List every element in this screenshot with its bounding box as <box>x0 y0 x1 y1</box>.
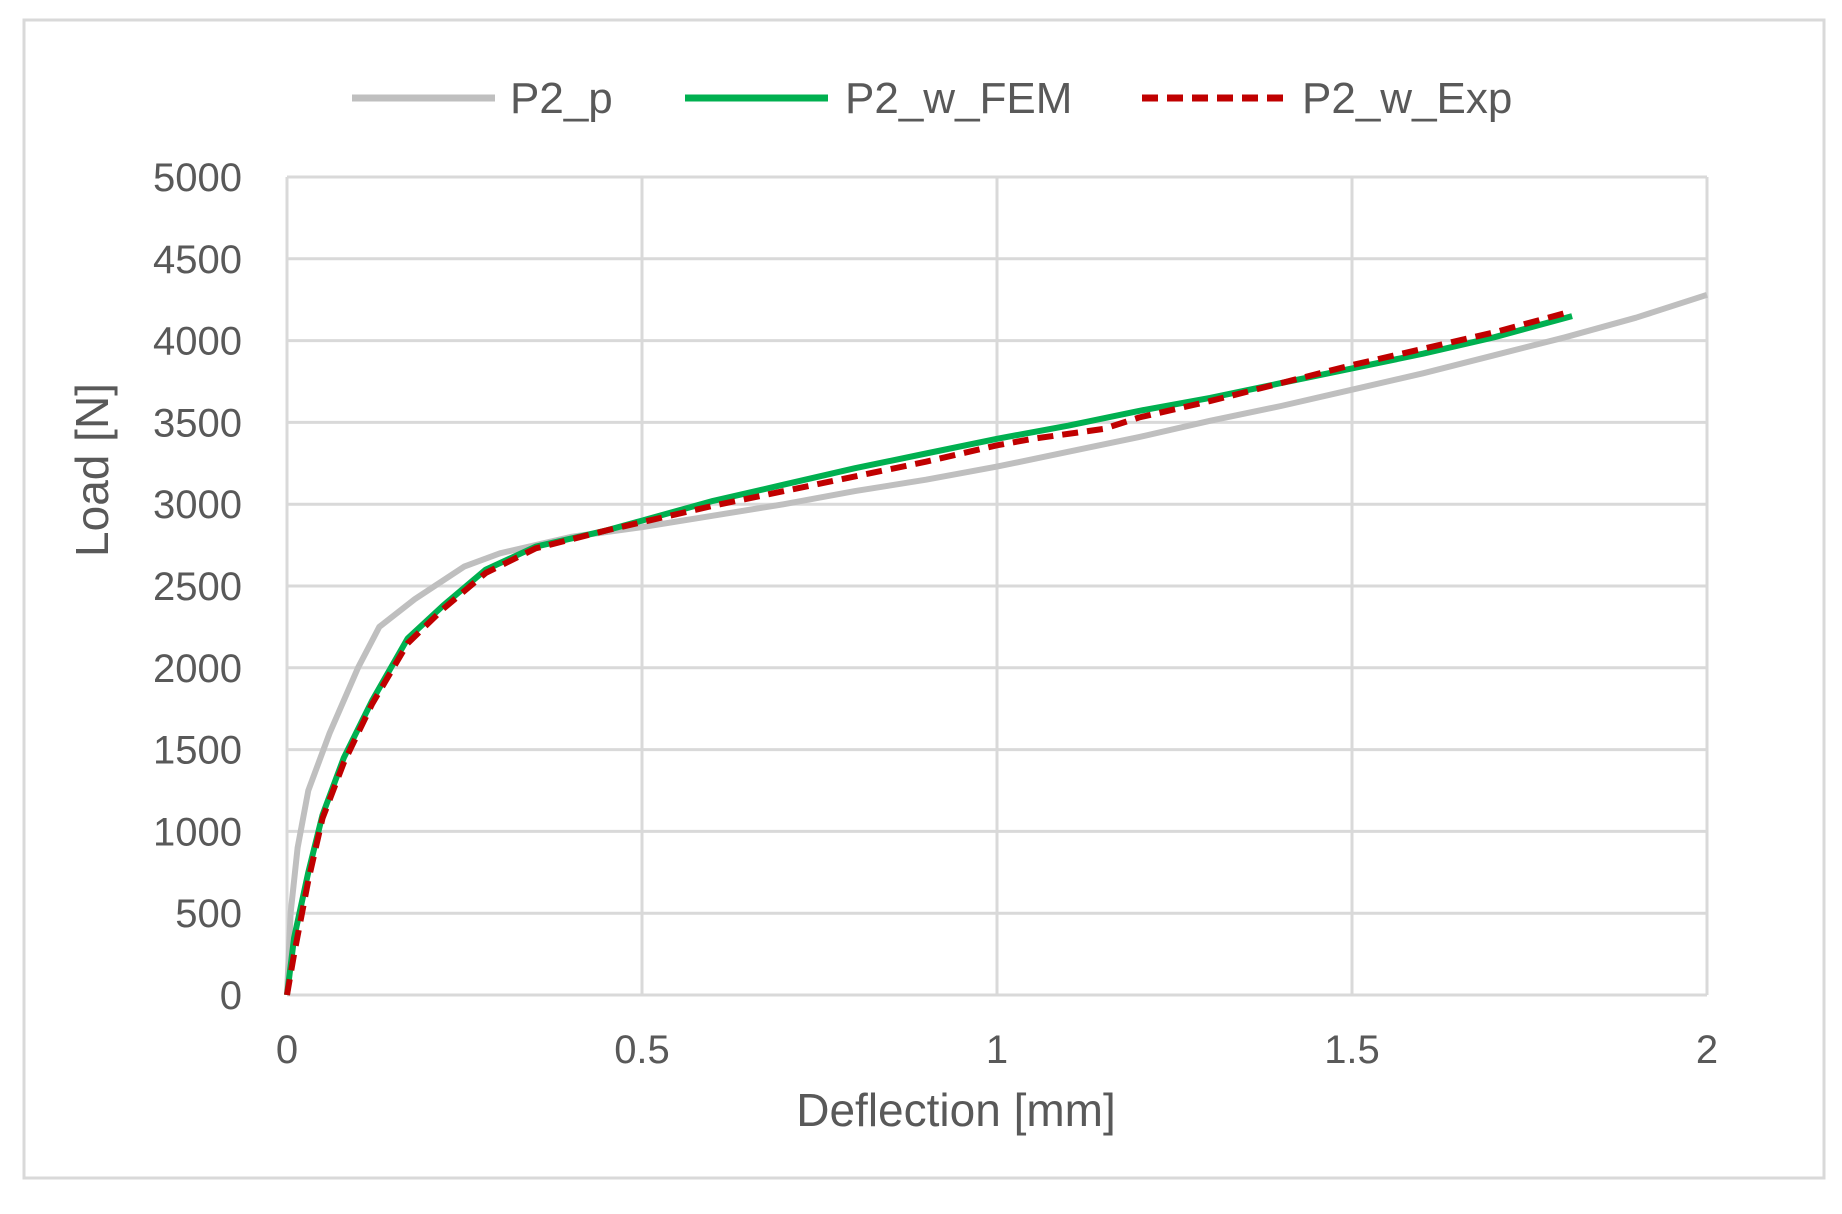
x-tick-label: 0.5 <box>614 1028 670 1072</box>
legend-label-3: P2_w_Exp <box>1302 74 1512 123</box>
gridlines <box>285 175 1709 997</box>
y-tick-labels: 0 500 1000 1500 2000 2500 3000 3500 4000 4500 5000 <box>153 156 242 1018</box>
y-tick-label: 1500 <box>153 729 242 773</box>
x-tick-label: 2 <box>1696 1028 1718 1072</box>
legend-label-2: P2_w_FEM <box>845 74 1072 123</box>
legend: P2_p P2_w_FEM P2_w_Exp <box>352 74 1512 123</box>
legend-label-1: P2_p <box>510 74 613 123</box>
x-tick-label: 0 <box>276 1028 298 1072</box>
series-line-3 <box>284 308 1573 996</box>
y-axis-title: Load [N] <box>66 383 118 557</box>
series-line-1 <box>284 291 1708 996</box>
y-tick-label: 0 <box>220 974 242 1018</box>
y-tick-label: 5000 <box>153 156 242 200</box>
y-tick-label: 1000 <box>153 810 242 854</box>
y-tick-label: 500 <box>175 892 242 936</box>
x-tick-label: 1.5 <box>1324 1028 1380 1072</box>
y-tick-label: 4500 <box>153 238 242 282</box>
x-tick-labels: 0 0.5 1 1.5 2 <box>276 1028 1718 1072</box>
y-tick-label: 2500 <box>153 565 242 609</box>
x-axis-title: Deflection [mm] <box>796 1084 1116 1136</box>
y-tick-label: 2000 <box>153 647 242 691</box>
y-tick-label: 3000 <box>153 483 242 527</box>
chart-border <box>22 18 1826 1180</box>
y-tick-label: 3500 <box>153 401 242 445</box>
x-tick-label: 1 <box>986 1028 1008 1072</box>
y-tick-label: 4000 <box>153 320 242 364</box>
series-lines <box>284 291 1708 996</box>
